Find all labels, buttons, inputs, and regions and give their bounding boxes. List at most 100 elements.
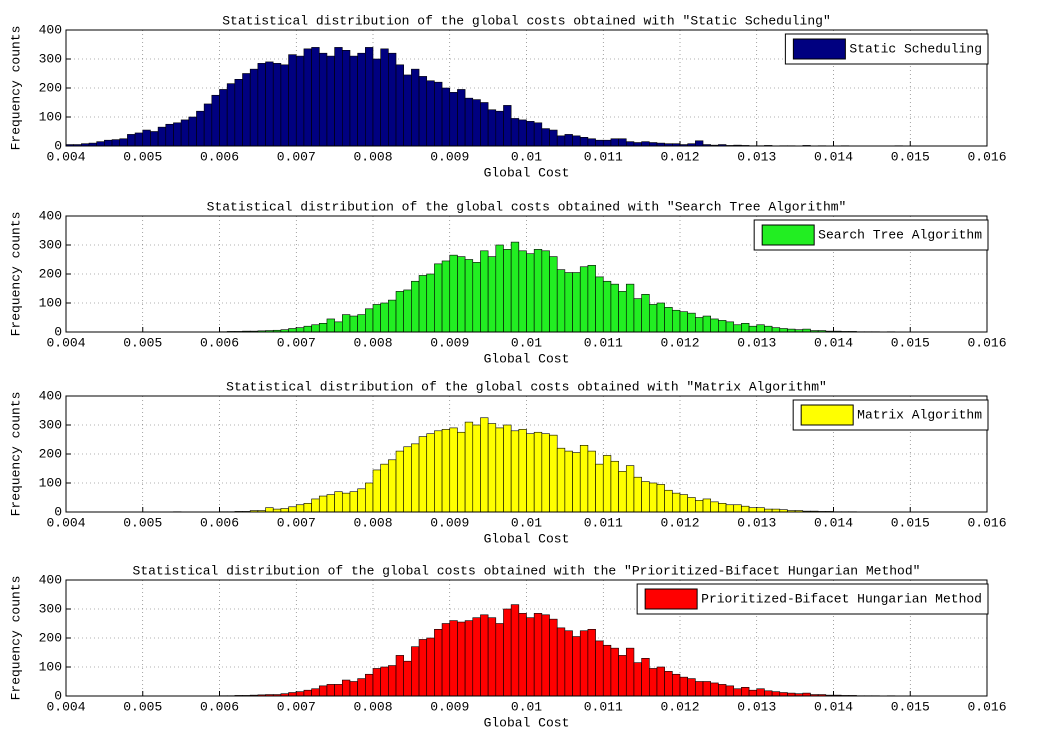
bar (679, 494, 688, 513)
bar (518, 613, 527, 697)
bar (142, 129, 151, 147)
y-tick-label: 200 (39, 630, 62, 645)
y-tick-label: 100 (39, 659, 62, 674)
bar (533, 122, 543, 147)
bar (395, 64, 404, 147)
bar (457, 431, 466, 513)
bar (388, 299, 397, 333)
x-tick-label: 0.013 (737, 335, 776, 350)
bar (579, 444, 589, 513)
bar (472, 617, 481, 697)
bar (403, 74, 412, 147)
bar (687, 312, 696, 333)
x-tick-label: 0.008 (353, 149, 392, 164)
y-tick-label: 200 (39, 446, 62, 461)
bar (457, 256, 466, 333)
bar (572, 272, 581, 333)
x-tick-label: 0.007 (277, 699, 316, 714)
bar (449, 620, 458, 697)
bar (434, 263, 443, 333)
bar (341, 314, 351, 333)
x-tick-label: 0.011 (584, 335, 623, 350)
bar (549, 256, 558, 333)
bar (748, 689, 758, 697)
bar (288, 54, 297, 147)
x-tick-label: 0.012 (660, 515, 699, 530)
bar (403, 660, 412, 697)
bar (434, 628, 443, 697)
bar (326, 494, 335, 513)
legend-label: Matrix Algorithm (857, 407, 982, 422)
bar (495, 623, 504, 697)
bar (610, 138, 619, 147)
bar (464, 421, 474, 513)
bar (411, 68, 420, 147)
bar (771, 691, 781, 697)
chart-title: Statistical distribution of the global c… (222, 13, 831, 28)
bar (695, 317, 704, 333)
bar (656, 302, 665, 333)
bar (334, 47, 343, 147)
x-tick-label: 0.007 (277, 335, 316, 350)
bar (687, 678, 696, 697)
bar (249, 68, 259, 147)
bar (641, 141, 650, 147)
bar (196, 110, 205, 147)
legend-swatch (792, 38, 846, 60)
bar (365, 482, 374, 513)
y-axis-label: Frequency counts (8, 26, 23, 151)
y-tick-label: 0 (54, 688, 62, 703)
y-tick-label: 400 (39, 22, 62, 37)
bar (748, 325, 758, 333)
bar (664, 489, 673, 513)
legend-swatch (800, 404, 854, 426)
bar (695, 681, 704, 697)
bar (733, 504, 742, 513)
bar (503, 105, 512, 147)
axes-box (65, 579, 988, 697)
bar (288, 506, 297, 513)
bar (556, 135, 566, 147)
bar (641, 481, 650, 513)
bar (618, 471, 627, 513)
bar (449, 427, 458, 513)
bar (203, 103, 213, 147)
bar (265, 507, 274, 513)
bar (556, 447, 566, 513)
y-tick-label: 100 (39, 109, 62, 124)
bar (280, 64, 289, 147)
bar (526, 617, 535, 697)
bar (518, 119, 527, 147)
x-tick-label: 0.012 (660, 335, 699, 350)
bar (395, 291, 404, 333)
bar (602, 455, 612, 513)
bar (718, 502, 727, 513)
bar (272, 63, 282, 147)
bar (579, 630, 589, 697)
legend-label: Prioritized-Bifacet Hungarian Method (701, 591, 982, 606)
x-tick-label: 0.011 (584, 149, 623, 164)
x-tick-label: 0.015 (891, 699, 930, 714)
y-tick-label: 400 (39, 208, 62, 223)
bar (234, 79, 243, 147)
bar (357, 488, 366, 513)
bar (372, 304, 381, 333)
bar (756, 324, 765, 333)
bar (242, 73, 251, 147)
y-tick-label: 0 (54, 324, 62, 339)
x-tick-label: 0.012 (660, 149, 699, 164)
bar (411, 280, 420, 333)
bar (625, 283, 635, 333)
bar (564, 450, 573, 513)
bar (487, 617, 497, 697)
bar (303, 689, 312, 697)
bar (702, 315, 712, 333)
bar (725, 321, 735, 333)
bar (457, 89, 466, 147)
bar (549, 434, 558, 513)
y-tick-label: 400 (39, 388, 62, 403)
bar (318, 685, 328, 697)
bar (219, 89, 228, 147)
x-tick-label: 0.015 (891, 149, 930, 164)
x-tick-label: 0.016 (967, 699, 1006, 714)
